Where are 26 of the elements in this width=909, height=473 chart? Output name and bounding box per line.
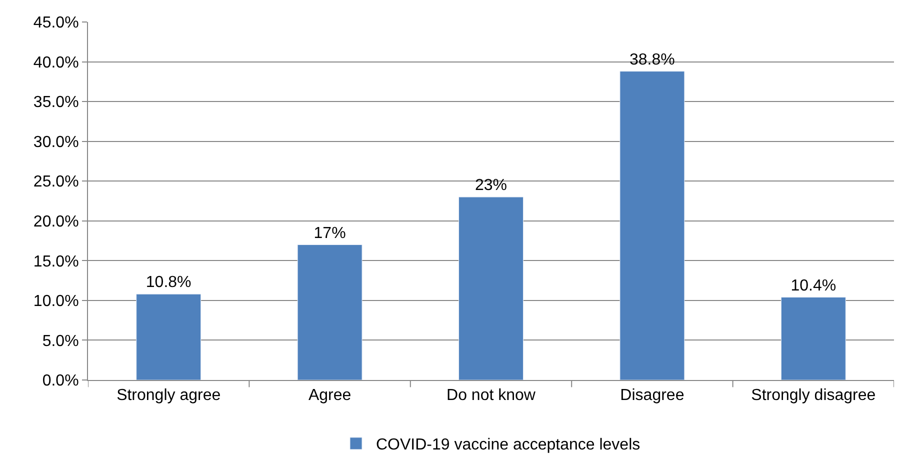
y-tick-label: 20.0%	[33, 213, 79, 230]
y-tick-label: 45.0%	[33, 14, 79, 32]
x-tick-label: Strongly agree	[116, 387, 221, 404]
y-tick-label: 5.0%	[42, 332, 79, 350]
data-label: 23%	[474, 177, 508, 194]
bar	[297, 244, 362, 380]
data-label: 10.8%	[146, 274, 192, 292]
data-label: 38.8%	[630, 51, 675, 68]
data-label: 17%	[314, 224, 346, 242]
y-tick-label: 40.0%	[33, 54, 79, 72]
bar	[458, 196, 524, 380]
y-tick-label: 25.0%	[33, 174, 79, 191]
y-tick-label: 35.0%	[33, 94, 79, 112]
bar	[620, 71, 685, 380]
x-tick-label: Strongly disagree	[751, 387, 876, 404]
x-tick-label: Agree	[308, 387, 352, 404]
x-tick-label: Disagree	[620, 387, 684, 404]
data-label: 10.4%	[790, 277, 836, 294]
y-tick-label: 10.0%	[33, 293, 79, 310]
y-tick-label: 0.0%	[42, 372, 79, 390]
y-tick-label: 30.0%	[33, 134, 79, 151]
legend-label: COVID-19 vaccine acceptance levels	[376, 436, 640, 454]
y-tick-label: 15.0%	[33, 253, 79, 270]
x-tick-label: Do not know	[446, 387, 536, 404]
bar	[136, 294, 202, 380]
bar	[780, 297, 846, 380]
